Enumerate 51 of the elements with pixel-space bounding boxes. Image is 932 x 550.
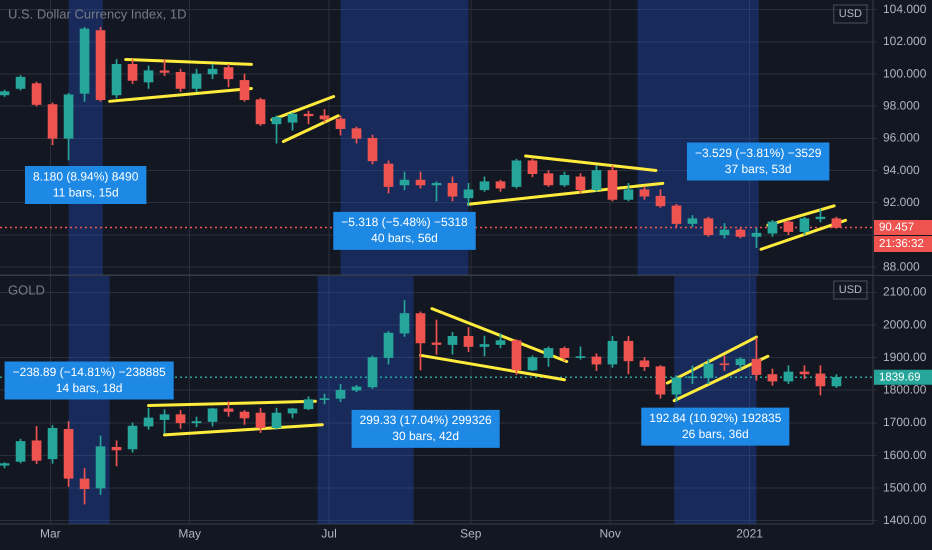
y-tick-label: 1700.00 [883, 415, 927, 430]
y-tick-label: 1400.00 [883, 513, 927, 528]
text: 21:36:32 [879, 238, 924, 250]
y-tick-label: 2100.00 [883, 284, 927, 299]
ref-line-label: 90.457 [879, 222, 914, 234]
candlestick [752, 228, 762, 248]
x-tick-label: Sep [460, 526, 482, 541]
y-tick-label: 104.000 [883, 2, 927, 16]
candlestick [800, 365, 810, 380]
y-tick-label: 100.000 [883, 66, 927, 80]
text: U.S. Dollar Currency Index, 1D [8, 6, 186, 22]
candlestick [112, 440, 122, 466]
y-tick-label: 88.000 [883, 259, 920, 274]
annotation: −5.318 (−5.48%) −5318 40 bars, 56d [341, 215, 468, 246]
annotation: USD [838, 284, 862, 296]
y-tick-label: 94.000 [883, 162, 920, 177]
annotation: USD [838, 8, 862, 20]
candlestick [816, 208, 826, 222]
candlestick [576, 346, 586, 360]
candlestick [160, 409, 170, 434]
annotation: 8.180 (8.94%) 8490 11 bars, 15d [32, 169, 139, 200]
candlestick [272, 115, 282, 144]
x-tick-label: May [178, 526, 202, 541]
annotation: −238.89 (−14.81%) −238885 14 bars, 18d [12, 364, 166, 395]
x-tick-label: 2021 [736, 526, 764, 541]
candlestick [192, 416, 202, 428]
y-tick-label: 102.000 [883, 34, 927, 48]
y-tick-label: 1800.00 [883, 382, 927, 397]
y-tick-label: 1900.00 [883, 350, 927, 364]
candlestick [432, 181, 442, 202]
y-tick-label: 2000.00 [883, 317, 927, 332]
x-tick-label: Mar [40, 526, 61, 541]
annotation: 299.33 (17.04%) 299326 30 bars, 42d [360, 413, 492, 444]
ref-line-label: 1839.69 [879, 371, 921, 384]
candlestick [720, 356, 730, 371]
annotation: 192.84 (10.92%) 192835 26 bars, 36d [649, 410, 782, 441]
candlestick [480, 336, 490, 356]
candlestick [224, 401, 234, 417]
y-tick-label: 1600.00 [883, 448, 927, 462]
text: GOLD [8, 282, 45, 298]
candlestick [304, 110, 314, 124]
y-tick-label: 92.000 [883, 194, 920, 209]
candlestick [320, 394, 330, 404]
y-tick-label: 1500.00 [883, 480, 927, 494]
y-tick-label: 96.000 [883, 130, 920, 145]
candlestick [160, 59, 170, 76]
candlestick [432, 320, 442, 355]
y-tick-label: 98.000 [883, 98, 920, 112]
annotation: −3.529 (−3.81%) −3529 37 bars, 53d [694, 146, 822, 176]
x-tick-label: Jul [321, 526, 337, 541]
x-tick-label: Nov [600, 526, 621, 541]
